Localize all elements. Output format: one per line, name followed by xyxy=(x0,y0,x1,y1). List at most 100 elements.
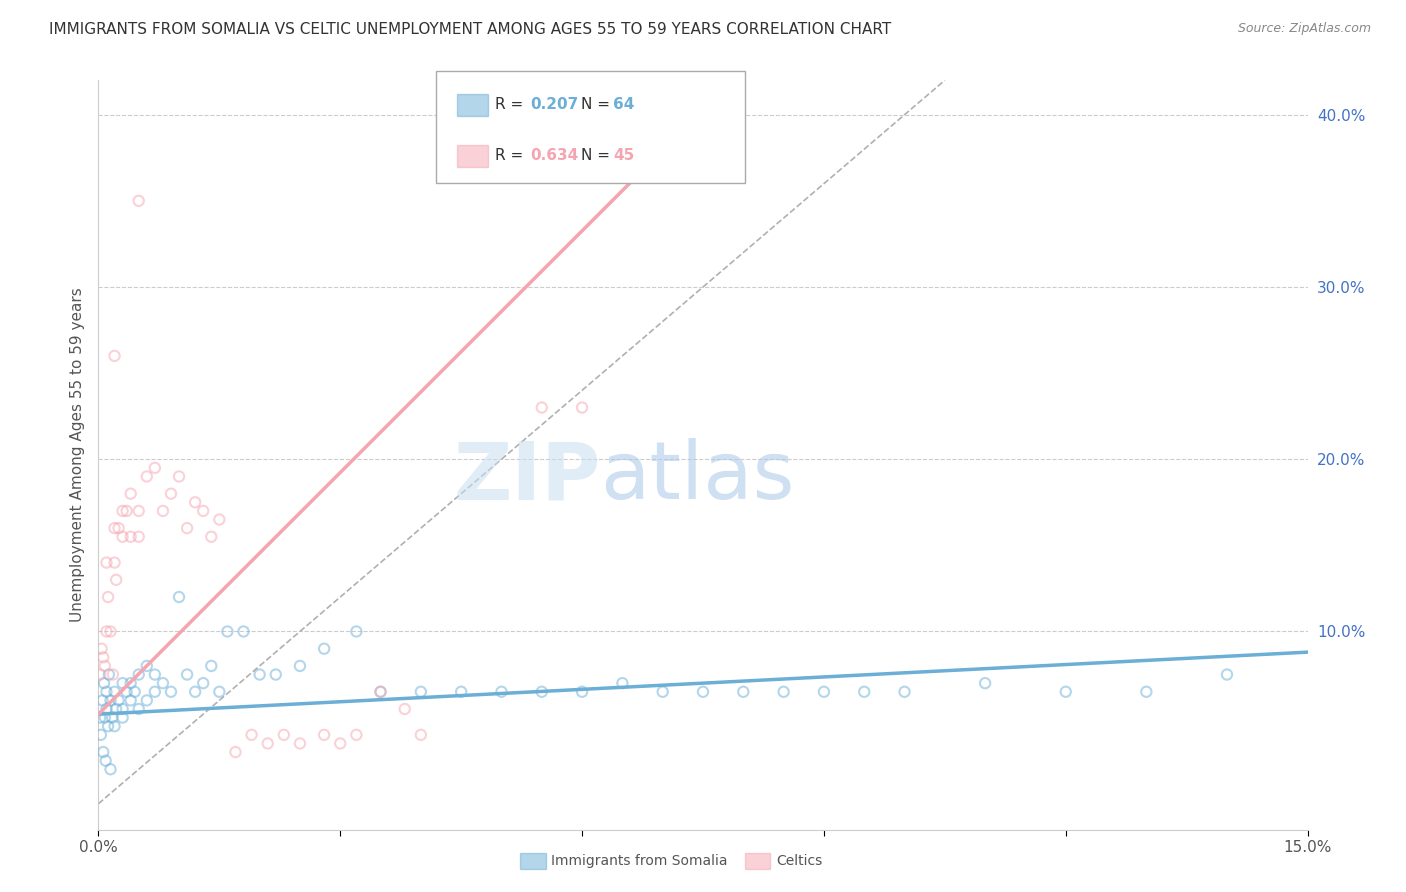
Text: 0.634: 0.634 xyxy=(530,148,578,163)
Point xyxy=(90,728,112,742)
Point xyxy=(232,624,254,639)
Point xyxy=(115,685,138,699)
Text: 0.207: 0.207 xyxy=(530,97,578,112)
Point xyxy=(152,676,174,690)
Text: R =: R = xyxy=(495,97,529,112)
Point xyxy=(394,702,416,716)
Point xyxy=(94,710,117,724)
Point xyxy=(128,504,150,518)
Point xyxy=(167,590,190,604)
Text: Source: ZipAtlas.com: Source: ZipAtlas.com xyxy=(1237,22,1371,36)
Point xyxy=(176,521,198,535)
Point xyxy=(1216,667,1239,681)
Point xyxy=(103,349,125,363)
Point xyxy=(249,667,271,681)
Point xyxy=(612,676,634,690)
Point xyxy=(101,710,124,724)
Point xyxy=(120,676,142,690)
Point xyxy=(89,710,111,724)
Point xyxy=(94,754,117,768)
Point xyxy=(772,685,794,699)
Point xyxy=(193,504,215,518)
Point xyxy=(152,504,174,518)
Point xyxy=(344,728,367,742)
Point xyxy=(143,460,166,475)
Point xyxy=(160,685,183,699)
Text: R =: R = xyxy=(495,148,529,163)
Point xyxy=(571,685,593,699)
Point xyxy=(120,530,142,544)
Point xyxy=(264,667,287,681)
Point xyxy=(96,556,118,570)
Point xyxy=(288,736,311,750)
Point xyxy=(105,573,128,587)
Point xyxy=(135,659,157,673)
Point xyxy=(143,667,166,681)
Point xyxy=(100,762,122,776)
Point xyxy=(409,728,432,742)
Point xyxy=(120,693,142,707)
Point xyxy=(200,530,222,544)
Point xyxy=(103,719,125,733)
Point xyxy=(107,693,129,707)
Point xyxy=(314,641,336,656)
Point xyxy=(93,676,115,690)
Point xyxy=(224,745,246,759)
Point xyxy=(692,685,714,699)
Y-axis label: Unemployment Among Ages 55 to 59 years: Unemployment Among Ages 55 to 59 years xyxy=(69,287,84,623)
Point xyxy=(128,667,150,681)
Text: Immigrants from Somalia: Immigrants from Somalia xyxy=(551,854,728,868)
Point xyxy=(96,702,118,716)
Point xyxy=(651,685,673,699)
Text: ZIP: ZIP xyxy=(453,438,600,516)
Point xyxy=(1054,685,1077,699)
Point xyxy=(111,504,134,518)
Point xyxy=(89,667,111,681)
Text: 45: 45 xyxy=(613,148,634,163)
Text: IMMIGRANTS FROM SOMALIA VS CELTIC UNEMPLOYMENT AMONG AGES 55 TO 59 YEARS CORRELA: IMMIGRANTS FROM SOMALIA VS CELTIC UNEMPL… xyxy=(49,22,891,37)
Point xyxy=(1135,685,1157,699)
Point xyxy=(103,521,125,535)
Point xyxy=(208,685,231,699)
Point xyxy=(184,495,207,509)
Point xyxy=(974,676,997,690)
Point xyxy=(193,676,215,690)
Point xyxy=(103,685,125,699)
Point xyxy=(97,667,120,681)
Point xyxy=(96,685,118,699)
Point xyxy=(135,469,157,483)
Point xyxy=(344,624,367,639)
Point xyxy=(853,685,876,699)
Point xyxy=(97,590,120,604)
Point xyxy=(370,685,392,699)
Point xyxy=(96,624,118,639)
Point xyxy=(491,685,513,699)
Point xyxy=(370,685,392,699)
Point xyxy=(100,693,122,707)
Text: 64: 64 xyxy=(613,97,634,112)
Point xyxy=(103,556,125,570)
Point xyxy=(288,659,311,673)
Point xyxy=(111,710,134,724)
Point xyxy=(240,728,263,742)
Point xyxy=(128,530,150,544)
Point xyxy=(94,659,117,673)
Point xyxy=(256,736,278,750)
Point xyxy=(160,486,183,500)
Text: Celtics: Celtics xyxy=(776,854,823,868)
Point xyxy=(111,530,134,544)
Point xyxy=(143,685,166,699)
Point xyxy=(450,685,472,699)
Point xyxy=(120,486,142,500)
Point xyxy=(91,650,114,665)
Point xyxy=(200,659,222,673)
Point xyxy=(329,736,352,750)
Point xyxy=(571,401,593,415)
Text: N =: N = xyxy=(581,148,614,163)
Point xyxy=(111,676,134,690)
Point xyxy=(184,685,207,699)
Point xyxy=(176,667,198,681)
Point xyxy=(409,685,432,699)
Point xyxy=(128,194,150,208)
Point xyxy=(100,624,122,639)
